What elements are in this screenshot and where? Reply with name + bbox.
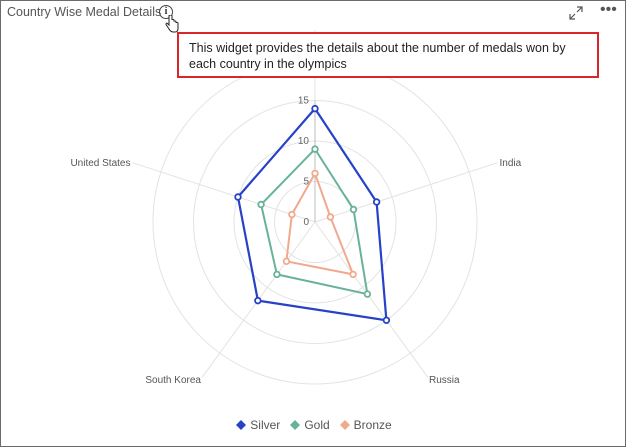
spoke-1	[314, 162, 498, 223]
legend-label: Silver	[250, 418, 281, 432]
more-options-icon[interactable]: •••	[600, 1, 617, 18]
info-icon[interactable]: i	[159, 5, 173, 19]
info-tooltip: This widget provides the details about t…	[177, 32, 599, 78]
expand-icon[interactable]	[569, 6, 583, 20]
series-silver-line	[236, 106, 388, 322]
category-label: Russia	[429, 375, 460, 386]
series-bronze-point	[326, 213, 335, 221]
legend-label: Bronze	[353, 418, 392, 432]
category-label: India	[500, 158, 522, 169]
series-bronze-line	[285, 170, 355, 276]
legend-marker-gold	[290, 420, 301, 430]
series-gold-point	[311, 145, 319, 153]
radial-tick-label: 10	[298, 136, 310, 147]
legend-marker-silver	[236, 420, 247, 430]
hand-pointer-icon	[165, 15, 179, 33]
legend-item-silver[interactable]: Silver	[236, 418, 280, 432]
chart-legend: Silver Gold Bronze	[1, 418, 626, 432]
category-label: United States	[70, 158, 130, 169]
series-bronze-point	[349, 270, 357, 279]
series-bronze-point	[282, 257, 291, 266]
series-silver-point	[254, 296, 262, 305]
legend-label: Gold	[304, 418, 330, 432]
series-gold-point	[273, 270, 281, 279]
series-bronze-point	[311, 169, 319, 178]
radial-tick-label: 15	[298, 96, 310, 107]
radial-tick-label: 5	[303, 177, 309, 188]
series-silver-point	[382, 316, 391, 324]
series-gold-line	[260, 147, 369, 296]
radial-tick-label: 0	[303, 217, 309, 228]
series-gold-point	[257, 200, 265, 209]
legend-item-bronze[interactable]: Bronze	[339, 418, 392, 432]
series-silver-point	[234, 193, 242, 201]
legend-item-gold[interactable]: Gold	[290, 418, 330, 432]
category-label: South Korea	[145, 375, 201, 386]
spoke-2	[314, 221, 429, 378]
series-silver-point	[311, 104, 319, 113]
legend-marker-bronze	[339, 420, 350, 430]
series-gold-point	[363, 290, 372, 298]
widget-title: Country Wise Medal Details	[7, 5, 162, 19]
series-silver-point	[372, 198, 381, 206]
spoke-4	[132, 162, 316, 223]
series-bronze-point	[288, 210, 296, 219]
series-gold-point	[349, 205, 358, 214]
